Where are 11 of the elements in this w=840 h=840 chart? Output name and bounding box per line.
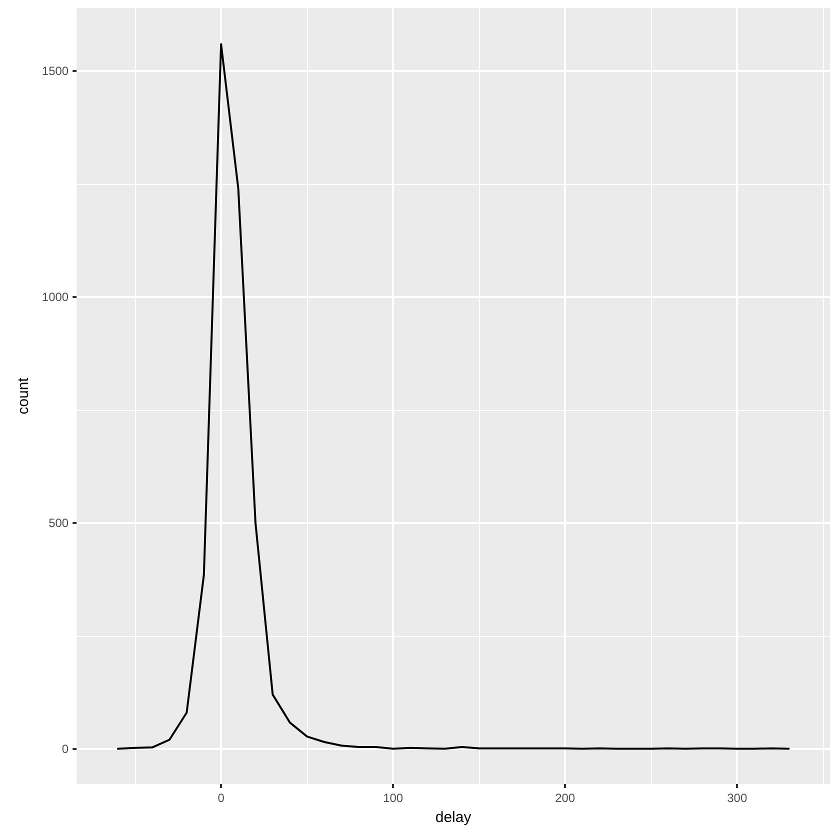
y-tick-label: 1000: [42, 290, 69, 304]
x-tick-label: 200: [555, 791, 576, 805]
line-series: [116, 43, 790, 750]
y-tick-label: 0: [62, 742, 69, 756]
x-axis-title: delay: [435, 809, 472, 826]
y-tick-label: 1500: [42, 64, 69, 78]
y-tick-label: 500: [48, 516, 69, 530]
x-tick-label: 0: [218, 791, 225, 805]
x-tick-label: 300: [727, 791, 748, 805]
x-tick-label: 100: [383, 791, 404, 805]
y-axis-title: count: [15, 376, 32, 414]
